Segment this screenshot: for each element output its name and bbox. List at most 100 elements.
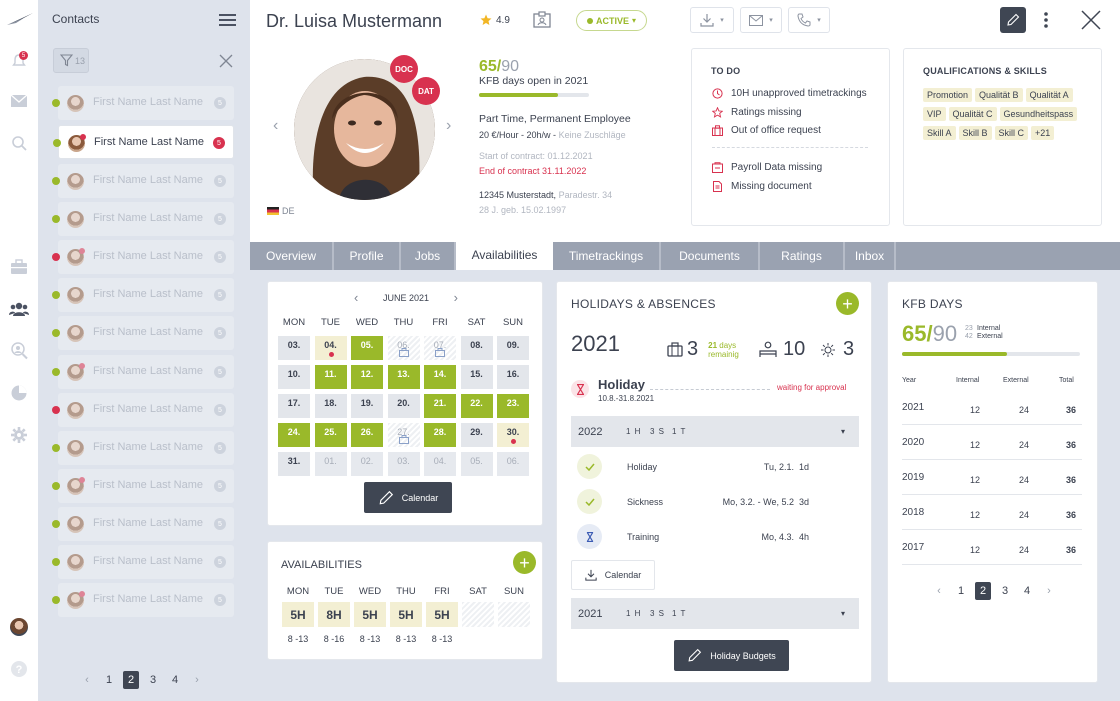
page-2[interactable]: 2 [123,671,139,689]
calendar-day[interactable]: 24. [278,423,310,447]
todo-item[interactable]: Missing document [712,181,812,192]
todo-item[interactable]: Out of office request [712,125,821,136]
todo-item[interactable]: 10H unapproved timetrackings [712,88,867,99]
next-month-icon[interactable]: › [453,290,458,305]
calendar-day[interactable]: 11. [314,365,347,389]
status-dropdown[interactable]: ACTIVE ▾ [576,10,647,31]
calendar-day[interactable]: 03. [387,452,420,476]
calendar-day[interactable]: 31. [278,452,310,476]
contact-row[interactable]: First Name Last Name 5 [52,316,234,350]
page-3[interactable]: 3 [1001,585,1009,597]
calendar-day[interactable]: 15. [460,365,493,389]
prev-page-icon[interactable]: ‹ [937,585,941,597]
page-4[interactable]: 4 [171,674,179,686]
calendar-day[interactable]: 05. [460,452,493,476]
help-icon[interactable]: ? [9,659,29,679]
close-icon[interactable] [218,53,234,69]
tab-availabilities[interactable]: Availabilities [456,239,553,270]
phone-button[interactable]: ▾ [788,7,830,33]
calendar-day[interactable]: 20. [387,394,420,418]
calendar-day[interactable]: 26. [351,423,383,447]
id-card-icon[interactable] [533,11,551,29]
absence-row[interactable]: Holiday Tu, 2.1. 1d [577,454,842,480]
calendar-day[interactable]: 28. [424,423,456,447]
calendar-day[interactable]: 14. [424,365,456,389]
page-2[interactable]: 2 [975,582,991,600]
more-options-icon[interactable] [1038,8,1054,32]
calendar-day[interactable]: 22. [460,394,493,418]
year-group-2022[interactable]: 2022 1 H 3 S 1 T ▾ [571,416,859,447]
user-search-icon[interactable] [9,341,29,361]
calendar-day[interactable]: 04. [424,452,456,476]
absence-row[interactable]: Sickness Mo, 3.2. - We, 5.2 3d [577,489,842,515]
contact-row[interactable]: First Name Last Name 5 [53,125,234,159]
edit-button[interactable] [1000,7,1026,33]
calendar-day[interactable]: 03. [278,336,310,360]
todo-item[interactable]: Payroll Data missing [712,162,822,173]
prev-page-icon[interactable]: ‹ [85,674,89,686]
holiday-budgets-button[interactable]: Holiday Budgets [674,640,789,671]
contact-row[interactable]: First Name Last Name 5 [52,583,234,617]
calendar-day[interactable]: 30. [497,423,529,447]
availability-hours-cell[interactable] [462,602,494,627]
absence-row[interactable]: Training Mo, 4.3. 4h [577,524,842,550]
user-avatar[interactable] [9,617,29,637]
contact-row[interactable]: First Name Last Name 5 [52,202,234,236]
calendar-day[interactable]: 19. [351,394,383,418]
page-4[interactable]: 4 [1023,585,1031,597]
contact-row[interactable]: First Name Last Name 5 [52,469,234,503]
prev-photo-icon[interactable]: ‹ [273,117,279,134]
add-availability-button[interactable]: + [513,551,536,574]
contact-row[interactable]: First Name Last Name 5 [52,355,234,389]
filter-button[interactable]: 13 [53,48,89,73]
next-page-icon[interactable]: › [195,674,199,686]
calendar-day[interactable]: 06. [387,336,420,360]
search-icon[interactable] [9,133,29,153]
contact-row[interactable]: First Name Last Name 5 [52,393,234,427]
availability-hours-cell[interactable]: 8H [318,602,350,627]
settings-icon[interactable] [9,425,29,445]
mail-button[interactable]: ▾ [740,7,782,33]
calendar-day[interactable]: 23. [497,394,529,418]
calendar-day[interactable]: 21. [424,394,456,418]
calendar-day[interactable]: 05. [351,336,383,360]
availability-hours-cell[interactable] [498,602,530,627]
page-3[interactable]: 3 [149,674,157,686]
absence-calendar-button[interactable]: Calendar [571,560,655,590]
calendar-day[interactable]: 07. [424,336,456,360]
tab-documents[interactable]: Documents [661,242,760,270]
contact-row[interactable]: First Name Last Name 5 [52,240,234,274]
add-absence-button[interactable]: + [836,292,859,315]
tab-jobs[interactable]: Jobs [401,242,456,270]
next-photo-icon[interactable]: › [446,117,452,134]
availability-hours-cell[interactable]: 5H [426,602,458,627]
close-icon[interactable] [1081,10,1101,30]
calendar-day[interactable]: 17. [278,394,310,418]
contact-row[interactable]: First Name Last Name 5 [52,164,234,198]
calendar-day[interactable]: 06. [497,452,529,476]
logo-icon[interactable] [6,9,34,29]
calendar-day[interactable]: 01. [314,452,347,476]
availability-hours-cell[interactable]: 5H [390,602,422,627]
todo-item[interactable]: Ratings missing [712,107,802,118]
calendar-day[interactable]: 27. [387,423,420,447]
calendar-day[interactable]: 09. [497,336,529,360]
menu-icon[interactable] [219,13,236,27]
contact-row[interactable]: First Name Last Name 5 [52,507,234,541]
reports-icon[interactable] [9,383,29,403]
year-group-2021[interactable]: 2021 1 H 3 S 1 T ▾ [571,598,859,629]
calendar-day[interactable]: 04. [314,336,347,360]
page-1[interactable]: 1 [957,585,965,597]
contacts-icon[interactable] [9,299,29,319]
next-page-icon[interactable]: › [1047,585,1051,597]
availability-hours-cell[interactable]: 5H [282,602,314,627]
jobs-icon[interactable] [9,257,29,277]
tab-inbox[interactable]: Inbox [845,242,896,270]
calendar-day[interactable]: 02. [351,452,383,476]
contact-row[interactable]: First Name Last Name 5 [52,545,234,579]
calendar-day[interactable]: 12. [351,365,383,389]
download-button[interactable]: ▾ [690,7,734,33]
tab-ratings[interactable]: Ratings [760,242,845,270]
calendar-day[interactable]: 08. [460,336,493,360]
calendar-day[interactable]: 29. [460,423,493,447]
